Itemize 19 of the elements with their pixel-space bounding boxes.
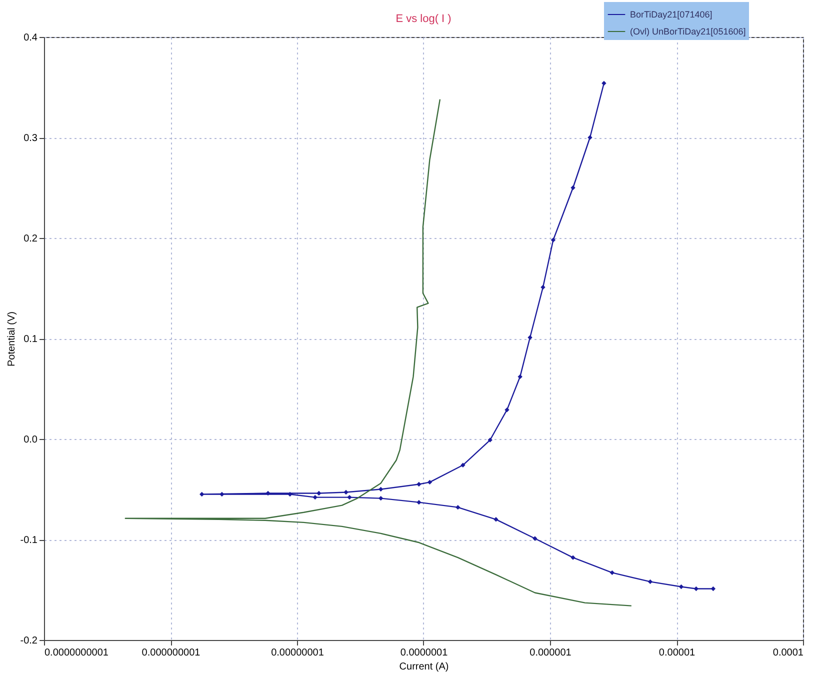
x-tick-label: 0.000000001 xyxy=(142,648,201,658)
chart-title: E vs log( I ) xyxy=(396,13,452,25)
x-tick-label: 0.00001 xyxy=(658,648,696,658)
y-tick-label: 0.4 xyxy=(24,32,38,44)
x-tick-label: 0.0000000001 xyxy=(44,648,109,658)
x-tick-label: 0.0000001 xyxy=(400,648,448,658)
y-tick-label: 0.1 xyxy=(24,334,38,345)
y-tick-label: 0.0 xyxy=(24,434,38,446)
y-tick-label: -0.2 xyxy=(20,636,38,646)
x-tick-label: 0.0001 xyxy=(772,648,804,658)
legend-label: BorTiDay21[071406] xyxy=(630,10,712,20)
y-tick-label: 0.2 xyxy=(24,234,38,244)
y-tick-label: 0.3 xyxy=(24,133,38,144)
x-tick-label: 0.00000001 xyxy=(271,648,324,658)
x-axis-title: Current (A) xyxy=(399,662,449,672)
y-axis-title: Potential (V) xyxy=(6,311,18,367)
x-tick-label: 0.000001 xyxy=(530,648,572,658)
y-tick-label: -0.1 xyxy=(20,535,38,546)
legend-label: (Ovl) UnBorTiDay21[051606] xyxy=(630,26,746,36)
